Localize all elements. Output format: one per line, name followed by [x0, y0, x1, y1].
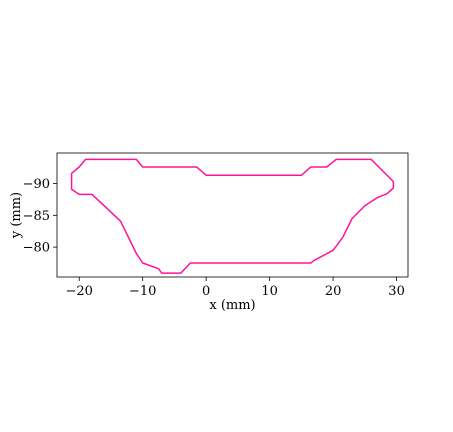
x-tick-label: 10 — [261, 284, 278, 299]
x-tick-label: 20 — [325, 284, 342, 299]
x-tick-label: −10 — [129, 284, 156, 299]
y-axis-label: y (mm) — [9, 192, 24, 239]
y-tick-label: −90 — [23, 177, 50, 192]
x-tick-label: −20 — [65, 284, 92, 299]
x-tick-label: 0 — [202, 284, 210, 299]
y-tick-label: −85 — [23, 209, 50, 224]
series-line-0 — [70, 158, 395, 274]
series-layer — [70, 158, 395, 274]
y-axis-ticks: −90 −85 −80 — [23, 177, 57, 256]
x-axis-ticks: −20 −10 0 10 20 30 — [65, 277, 405, 299]
x-axis-label: x (mm) — [209, 298, 255, 313]
x-tick-label: 30 — [388, 284, 405, 299]
y-tick-label: −80 — [23, 241, 50, 256]
